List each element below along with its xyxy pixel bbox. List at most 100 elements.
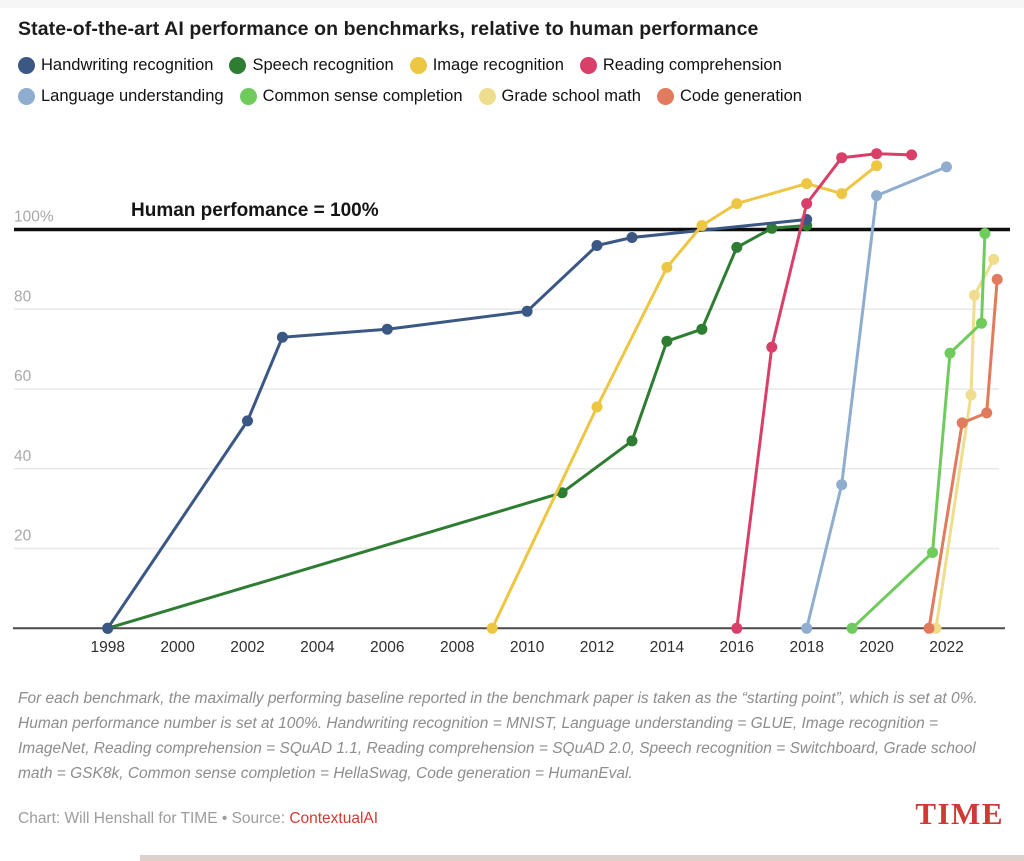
legend-item-language-understanding: Language understanding: [18, 87, 224, 106]
x-tick-label-2006: 2006: [370, 639, 404, 656]
legend-item-grade-school-math: Grade school math: [478, 86, 641, 106]
legend-dot-icon: [478, 87, 496, 105]
series-point-common-sense-completion: [944, 347, 956, 359]
legend-dot-icon: [239, 87, 257, 105]
legend-dot-icon: [409, 56, 427, 74]
series-point-language-understanding: [871, 190, 883, 202]
legend-label: Image recognition: [432, 55, 564, 74]
series-point-speech-recognition: [696, 323, 708, 335]
legend-dot-icon: [656, 87, 674, 105]
series-point-image-recognition: [801, 178, 813, 190]
series-point-grade-school-math: [965, 389, 977, 401]
legend-row-2: Language understanding Common sense compl…: [18, 85, 1024, 107]
legend-dot-icon: [18, 56, 35, 74]
series-point-image-recognition: [696, 220, 708, 231]
series-point-language-understanding: [836, 479, 848, 491]
series-line-grade-school-math: [934, 257, 996, 630]
series-point-code-generation: [956, 417, 968, 429]
legend: Handwriting recognition Speech recognitio…: [18, 54, 1024, 107]
series-point-speech-recognition: [661, 335, 673, 347]
series-point-reading-comprehension: [906, 149, 918, 161]
legend-dot-icon: [229, 56, 247, 74]
credit: Chart: Will Henshall for TIME • Source: …: [18, 810, 378, 828]
x-tick-label-2000: 2000: [160, 639, 195, 656]
legend-item-speech-recognition: Speech recognition: [229, 55, 394, 75]
series-point-speech-recognition: [626, 435, 638, 447]
legend-item-common-sense-completion: Common sense completion: [239, 86, 463, 106]
series-point-language-understanding: [941, 161, 952, 173]
x-tick-label-2018: 2018: [789, 639, 823, 656]
chart-area: 100% 80 60 40 20 1998 2000 2002 2004 2006 2008 2010…: [0, 130, 1024, 660]
series-point-common-sense-completion: [979, 228, 991, 239]
series-point-reading-comprehension: [766, 341, 778, 353]
series-point-image-recognition: [836, 188, 848, 200]
y-axis-tick-label: 80: [14, 288, 32, 305]
legend-label: Common sense completion: [262, 86, 463, 105]
x-tick-label-2010: 2010: [510, 639, 545, 656]
x-tick-label-2022: 2022: [929, 639, 963, 656]
series-point-handwriting-recognition: [102, 622, 114, 634]
x-tick-label-2008: 2008: [440, 639, 474, 656]
page-title: State-of-the-art AI performance on bench…: [18, 18, 759, 40]
legend-item-reading-comprehension: Reading comprehension: [579, 55, 782, 75]
y-axis-tick-label: 40: [14, 448, 32, 465]
human-performance-annotation: Human perfomance = 100%: [131, 200, 379, 221]
x-tick-label-2014: 2014: [650, 639, 685, 656]
series-point-reading-comprehension: [836, 152, 848, 164]
series-point-image-recognition: [661, 261, 673, 273]
x-tick-label-2004: 2004: [300, 639, 335, 656]
series-line-language-understanding: [805, 165, 948, 630]
series-point-code-generation: [991, 273, 1003, 285]
series-point-image-recognition: [731, 198, 743, 210]
x-tick-label-2020: 2020: [859, 639, 894, 656]
x-tick-label-1998: 1998: [90, 639, 124, 656]
series-point-speech-recognition: [766, 222, 778, 234]
series-point-reading-comprehension: [871, 148, 883, 160]
legend-label: Language understanding: [41, 86, 224, 105]
y-axis-tick-label: 60: [14, 368, 32, 385]
series-point-code-generation: [981, 407, 993, 419]
series-point-handwriting-recognition: [242, 415, 253, 427]
series-point-grade-school-math: [969, 289, 980, 301]
series-point-handwriting-recognition: [521, 305, 533, 317]
series-point-common-sense-completion: [976, 317, 987, 329]
series-line-handwriting-recognition: [106, 218, 809, 630]
series-line-image-recognition: [490, 164, 879, 630]
legend-dot-icon: [18, 87, 35, 105]
series-point-language-understanding: [801, 622, 813, 634]
series-point-handwriting-recognition: [626, 232, 638, 243]
series-point-image-recognition: [871, 160, 883, 172]
x-tick-label-2016: 2016: [720, 639, 754, 656]
credit-source-link[interactable]: ContextualAI: [289, 810, 379, 827]
series-line-reading-comprehension: [735, 152, 914, 630]
y-axis-tick-label: 20: [14, 528, 32, 545]
legend-label: Speech recognition: [252, 55, 394, 74]
series-point-handwriting-recognition: [591, 240, 603, 251]
time-logo: TIME: [915, 796, 1004, 831]
footnote: For each benchmark, the maximally perfor…: [18, 690, 978, 782]
legend-label: Reading comprehension: [602, 55, 782, 74]
top-edge: [0, 0, 1024, 8]
legend-dot-icon: [579, 56, 597, 74]
legend-item-image-recognition: Image recognition: [409, 55, 564, 75]
series-point-reading-comprehension: [801, 198, 813, 210]
series-point-common-sense-completion: [927, 547, 938, 558]
legend-label: Code generation: [679, 86, 802, 105]
series-point-common-sense-completion: [846, 622, 858, 634]
bottom-strip: [140, 855, 1024, 861]
legend-label: Grade school math: [501, 86, 641, 105]
credit-prefix: Chart: Will Henshall for TIME • Source:: [18, 810, 290, 827]
series-line-speech-recognition: [106, 224, 809, 630]
series-point-handwriting-recognition: [276, 331, 288, 343]
series-point-grade-school-math: [988, 253, 1000, 265]
series-point-handwriting-recognition: [381, 323, 393, 335]
legend-item-handwriting-recognition: Handwriting recognition: [18, 56, 213, 75]
series-point-image-recognition: [591, 401, 603, 413]
x-tick-label-2012: 2012: [580, 639, 614, 656]
series-line-code-generation: [927, 277, 999, 630]
legend-item-code-generation: Code generation: [656, 86, 802, 106]
series-point-reading-comprehension: [731, 622, 743, 634]
series-point-image-recognition: [486, 622, 498, 634]
credit-row: Chart: Will Henshall for TIME • Source: …: [18, 796, 1004, 831]
legend-row-1: Handwriting recognition Speech recognitio…: [18, 54, 1024, 76]
